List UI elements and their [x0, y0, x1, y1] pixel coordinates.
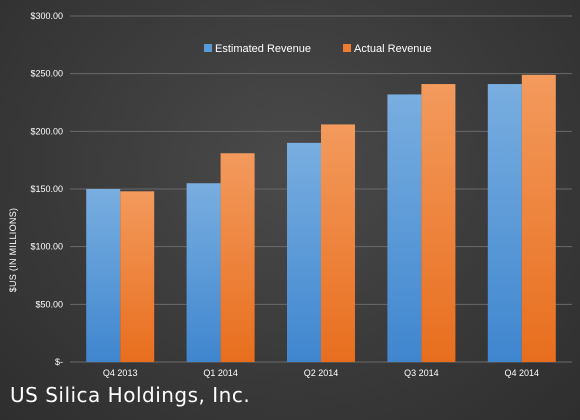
x-category-label: Q2 2014	[304, 368, 339, 378]
y-tick-label: $200.00	[30, 126, 63, 136]
y-tick-label: $250.00	[30, 69, 63, 79]
y-tick-label: $300.00	[30, 11, 63, 21]
y-tick-label: $50.00	[35, 299, 63, 309]
legend-swatch-actual	[343, 44, 351, 52]
x-axis-categories: Q4 2013 Q1 2014 Q2 2014 Q3 2014 Q4 2014	[103, 368, 539, 378]
y-axis-label: $US (IN MILLIONS)	[8, 208, 18, 293]
y-tick-label: $150.00	[30, 184, 63, 194]
bar-actual	[321, 124, 355, 362]
y-tick-label: $100.00	[30, 242, 63, 252]
legend-swatch-estimated	[204, 44, 212, 52]
x-category-label: Q3 2014	[404, 368, 439, 378]
x-category-label: Q1 2014	[203, 368, 238, 378]
legend: Estimated Revenue Actual Revenue	[204, 43, 432, 55]
bar-estimated	[287, 142, 321, 362]
legend-label-actual: Actual Revenue	[354, 43, 432, 55]
company-title: US Silica Holdings, Inc.	[10, 383, 251, 407]
bar-actual	[120, 191, 155, 362]
x-category-label: Q4 2014	[505, 368, 540, 378]
bars	[86, 74, 556, 363]
y-tick-label: $-	[55, 357, 63, 367]
revenue-bar-chart: $- $50.00 $100.00 $150.00 $200.00 $250.00 $300…	[8, 11, 572, 378]
bar-estimated	[487, 84, 522, 363]
bar-estimated	[186, 183, 221, 362]
bar-actual	[220, 153, 255, 362]
y-axis-ticks: $- $50.00 $100.00 $150.00 $200.00 $250.00 $300…	[30, 11, 63, 367]
bar-actual	[421, 84, 456, 363]
bar-estimated	[86, 189, 121, 362]
bar-actual	[521, 74, 556, 362]
bar-estimated	[387, 94, 422, 362]
legend-label-estimated: Estimated Revenue	[215, 43, 311, 55]
x-category-label: Q4 2013	[103, 368, 138, 378]
